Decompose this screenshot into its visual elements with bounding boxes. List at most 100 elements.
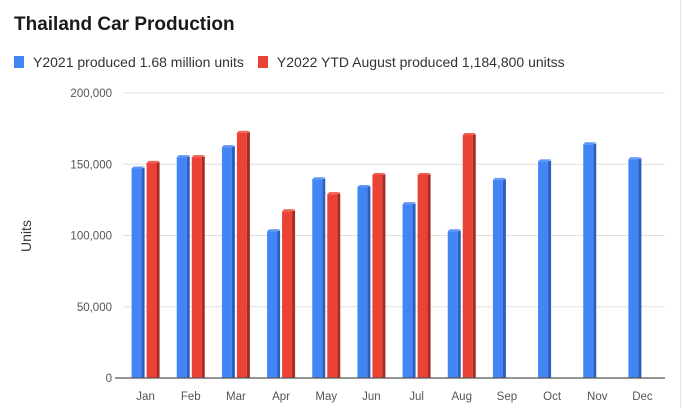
bar-top bbox=[191, 155, 205, 158]
bar-top bbox=[312, 177, 326, 180]
bar-face bbox=[357, 187, 368, 378]
bar-face bbox=[462, 135, 473, 378]
legend-item-y2021[interactable]: Y2021 produced 1.68 million units bbox=[14, 54, 244, 70]
x-tick-label: Sep bbox=[497, 391, 517, 403]
legend-item-y2022[interactable]: Y2022 YTD August produced 1,184,800 unit… bbox=[257, 54, 565, 70]
bar-y2022-aug[interactable] bbox=[462, 133, 476, 378]
x-tick-label: Jan bbox=[136, 391, 155, 403]
bar-y2021-aug[interactable] bbox=[447, 229, 461, 378]
bar-top bbox=[176, 155, 190, 158]
bar-face bbox=[131, 168, 142, 378]
bar-side bbox=[457, 230, 461, 378]
bar-top bbox=[447, 229, 461, 232]
bar-side bbox=[186, 156, 190, 378]
bar-face bbox=[191, 157, 202, 378]
bar-top bbox=[146, 160, 160, 163]
bar-top bbox=[402, 202, 416, 205]
bar-side bbox=[472, 134, 476, 378]
bar-top bbox=[583, 142, 597, 145]
chart-title: Thailand Car Production bbox=[14, 14, 235, 35]
bar-y2021-may[interactable] bbox=[312, 177, 326, 378]
bar-side bbox=[367, 186, 371, 378]
bar-y2021-apr[interactable] bbox=[267, 229, 281, 378]
bar-y2021-nov[interactable] bbox=[583, 142, 597, 378]
legend-swatch-y2022 bbox=[257, 56, 268, 68]
bar-y2021-dec[interactable] bbox=[628, 157, 642, 378]
bar-face bbox=[538, 161, 549, 378]
bar-top bbox=[462, 133, 476, 136]
x-tick-label: Mar bbox=[226, 391, 246, 403]
bar-side bbox=[246, 131, 250, 378]
legend: Y2021 produced 1.68 million units Y2022 … bbox=[14, 54, 579, 70]
bar-face bbox=[583, 144, 594, 378]
bar-y2021-oct[interactable] bbox=[538, 159, 552, 378]
bar-y2021-jun[interactable] bbox=[357, 185, 371, 378]
bar-y2022-jun[interactable] bbox=[372, 172, 386, 378]
bar-side bbox=[593, 143, 597, 378]
bar-y2022-feb[interactable] bbox=[191, 155, 205, 378]
gridlines bbox=[123, 92, 665, 308]
x-tick-label: Aug bbox=[452, 391, 472, 403]
legend-swatch-y2021 bbox=[14, 56, 24, 68]
bar-side bbox=[638, 158, 642, 378]
bar-top bbox=[221, 145, 235, 148]
x-tick-label: Jul bbox=[409, 391, 424, 403]
x-tick-label: Apr bbox=[272, 391, 290, 403]
bar-face bbox=[492, 179, 503, 378]
bar-side bbox=[277, 230, 281, 378]
bar-side bbox=[382, 173, 386, 378]
bar-y2021-jul[interactable] bbox=[402, 202, 416, 378]
bar-top bbox=[628, 157, 642, 160]
x-axis-ticks: Jan Feb Mar Apr May Jun Jul Aug Sep Oct Nov Dec bbox=[136, 391, 653, 403]
bar-side bbox=[502, 178, 506, 378]
bar-face bbox=[146, 162, 157, 378]
y-tick-label: 50,000 bbox=[77, 302, 112, 314]
bar-y2022-jul[interactable] bbox=[417, 172, 431, 378]
bar-y2022-apr[interactable] bbox=[282, 209, 296, 378]
bar-top bbox=[538, 159, 552, 162]
bar-side bbox=[201, 156, 205, 378]
bar-y2021-feb[interactable] bbox=[176, 155, 190, 378]
y-axis-ticks: 0 50,000 100,000 150,000 200,000 bbox=[70, 88, 112, 385]
bar-side bbox=[292, 210, 296, 378]
bar-top bbox=[357, 185, 371, 188]
bar-face bbox=[282, 211, 293, 378]
bar-face bbox=[236, 132, 247, 378]
bar-face bbox=[447, 231, 458, 378]
bar-face bbox=[221, 147, 232, 378]
bar-side bbox=[337, 193, 341, 378]
bar-face bbox=[372, 174, 383, 378]
bars bbox=[131, 130, 642, 378]
bar-side bbox=[231, 146, 235, 378]
x-tick-label: May bbox=[315, 391, 337, 403]
bar-top bbox=[267, 229, 281, 232]
bar-face bbox=[312, 179, 323, 378]
bar-y2021-mar[interactable] bbox=[221, 145, 235, 378]
bar-face bbox=[327, 194, 338, 378]
bar-face bbox=[628, 159, 639, 378]
x-tick-label: Dec bbox=[632, 391, 653, 403]
bar-y2022-jan[interactable] bbox=[146, 160, 160, 378]
bar-top bbox=[372, 172, 386, 175]
bar-top bbox=[131, 166, 145, 169]
y-tick-label: 150,000 bbox=[70, 159, 112, 171]
bar-y2022-mar[interactable] bbox=[236, 130, 250, 378]
bar-face bbox=[267, 231, 278, 378]
bar-top bbox=[417, 172, 431, 175]
bar-side bbox=[412, 203, 416, 378]
bar-y2021-jan[interactable] bbox=[131, 166, 145, 378]
bar-top bbox=[327, 192, 341, 195]
chart-border bbox=[680, 0, 681, 408]
x-tick-label: Feb bbox=[181, 391, 201, 403]
bar-side bbox=[427, 173, 431, 378]
bar-y2021-sep[interactable] bbox=[492, 177, 506, 378]
legend-label-y2022: Y2022 YTD August produced 1,184,800 unit… bbox=[276, 54, 565, 70]
bar-top bbox=[492, 177, 506, 180]
bar-side bbox=[156, 161, 160, 378]
x-tick-label: Jun bbox=[362, 391, 381, 403]
bar-y2022-may[interactable] bbox=[327, 192, 341, 378]
y-tick-label: 100,000 bbox=[70, 231, 112, 243]
bar-side bbox=[322, 178, 326, 378]
bar-face bbox=[417, 174, 428, 378]
